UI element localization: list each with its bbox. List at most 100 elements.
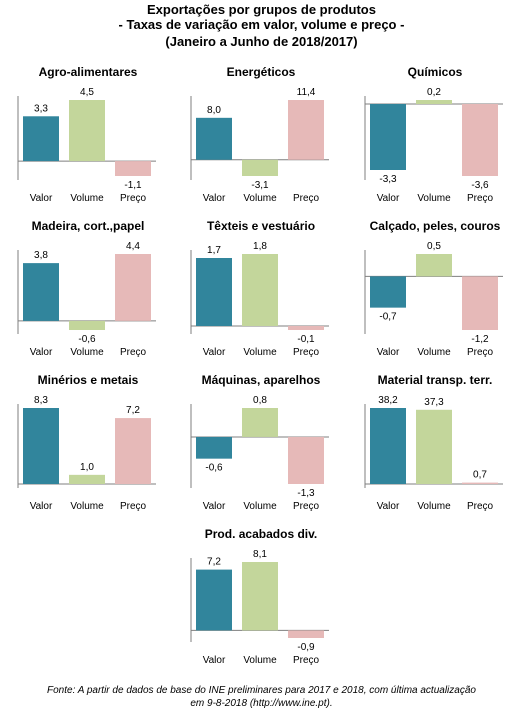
bar-preco <box>288 100 324 160</box>
panel-title: Material transp. terr. <box>378 373 493 387</box>
data-label-volume: -0,6 <box>78 334 96 345</box>
bar-volume <box>242 408 278 437</box>
data-label-valor: 1,7 <box>207 245 221 256</box>
panel-title: Energéticos <box>227 65 296 79</box>
category-label-volume: Volume <box>243 347 277 358</box>
data-label-valor: -0,7 <box>379 312 397 323</box>
category-label-preco: Preço <box>293 193 320 204</box>
data-label-volume: -3,1 <box>251 180 269 191</box>
category-label-valor: Valor <box>203 347 226 358</box>
panel-chart: Energéticos 8,0 Valor -3,1 Volume 11,4 Preço <box>190 65 329 204</box>
category-label-preco: Preço <box>467 501 494 512</box>
bar-volume <box>242 254 278 326</box>
data-label-volume: 0,5 <box>427 241 441 252</box>
panel-2: Energéticos 8,0 Valor -3,1 Volume 11,4 Preço <box>175 62 347 212</box>
panel-title: Têxteis e vestuário <box>207 219 315 233</box>
category-label-valor: Valor <box>377 193 400 204</box>
panel-title: Químicos <box>408 65 463 79</box>
bar-valor <box>196 258 232 326</box>
panel-chart: Madeira, cort.,papel 3,8 Valor -0,6 Volume 4,… <box>17 219 156 358</box>
data-label-preco: 7,2 <box>126 405 140 416</box>
data-label-volume: 37,3 <box>424 397 444 408</box>
category-label-valor: Valor <box>203 193 226 204</box>
data-label-valor: 8,0 <box>207 105 221 116</box>
bar-valor <box>370 276 406 308</box>
category-label-preco: Preço <box>120 501 147 512</box>
bar-volume <box>69 474 105 484</box>
bar-valor <box>196 436 232 459</box>
category-label-volume: Volume <box>243 655 277 666</box>
data-label-volume: 8,1 <box>253 549 267 560</box>
bar-volume <box>416 100 452 104</box>
panel-6: Calçado, peles, couros -0,7 Valor 0,5 Volume… <box>349 216 521 366</box>
data-label-volume: 1,0 <box>80 462 94 473</box>
panel-4: Madeira, cort.,papel 3,8 Valor -0,6 Volume 4,… <box>2 216 174 366</box>
data-label-volume: 0,2 <box>427 87 441 98</box>
panel-8: Máquinas, aparelhos -0,6 Valor 0,8 Volume -1,… <box>175 370 347 520</box>
chart-title: Exportações por grupos de produtos <box>147 2 376 17</box>
data-label-volume: 1,8 <box>253 241 267 252</box>
data-label-valor: -0,6 <box>205 463 223 474</box>
data-label-preco: -0,9 <box>297 642 315 653</box>
data-label-valor: 3,8 <box>34 250 48 261</box>
panel-chart: Químicos -3,3 Valor 0,2 Volume -3,6 Preço <box>364 65 503 204</box>
panel-chart: Calçado, peles, couros -0,7 Valor 0,5 Volume… <box>364 219 503 358</box>
chart-period: (Janeiro a Junho de 2018/2017) <box>165 34 358 49</box>
bar-preco <box>115 161 151 176</box>
data-label-preco: -0,1 <box>297 334 315 345</box>
bar-preco <box>115 254 151 321</box>
bar-valor <box>196 569 232 631</box>
data-label-valor: 8,3 <box>34 395 48 406</box>
panel-title: Calçado, peles, couros <box>370 219 501 233</box>
category-label-valor: Valor <box>30 193 53 204</box>
data-label-valor: 38,2 <box>378 395 398 406</box>
data-label-valor: 7,2 <box>207 557 221 568</box>
bar-volume <box>416 254 452 277</box>
panel-chart: Prod. acabados div. 7,2 Valor 8,1 Volume -0,9… <box>190 527 329 666</box>
panel-10: Prod. acabados div. 7,2 Valor 8,1 Volume -0,9… <box>175 524 347 674</box>
category-label-preco: Preço <box>467 193 494 204</box>
category-label-valor: Valor <box>203 501 226 512</box>
bar-valor <box>23 263 59 321</box>
data-label-preco: 4,4 <box>126 241 140 252</box>
bar-preco <box>462 276 498 330</box>
bar-valor <box>23 116 59 162</box>
panel-title: Agro-alimentares <box>39 65 138 79</box>
data-label-preco: -1,1 <box>124 180 142 191</box>
category-label-volume: Volume <box>70 193 104 204</box>
data-label-preco: -1,2 <box>471 334 489 345</box>
bar-valor <box>196 117 232 160</box>
bar-preco <box>462 482 498 484</box>
chart-subtitle: - Taxas de variação em valor, volume e p… <box>118 17 405 32</box>
category-label-volume: Volume <box>70 347 104 358</box>
source-note: Fonte: A partir de dados de base do INE … <box>10 684 513 710</box>
category-label-volume: Volume <box>417 193 451 204</box>
data-label-preco: -1,3 <box>297 488 315 499</box>
bar-valor <box>23 408 59 484</box>
bar-valor <box>370 104 406 170</box>
panel-chart: Material transp. terr. 38,2 Valor 37,3 Volum… <box>364 373 503 512</box>
category-label-preco: Preço <box>293 655 320 666</box>
bar-volume <box>242 562 278 631</box>
bar-preco <box>288 326 324 330</box>
bar-preco <box>288 436 324 484</box>
bar-volume <box>416 409 452 484</box>
data-label-preco: 11,4 <box>297 87 316 98</box>
category-label-volume: Volume <box>70 501 104 512</box>
panel-1: Agro-alimentares 3,3 Valor 4,5 Volume -1,1 Pre… <box>2 62 174 212</box>
data-label-valor: 3,3 <box>34 103 48 114</box>
category-label-valor: Valor <box>377 347 400 358</box>
category-label-volume: Volume <box>417 347 451 358</box>
data-label-valor: -3,3 <box>379 174 397 185</box>
data-label-preco: 0,7 <box>473 470 487 481</box>
panel-7: Minérios e metais 8,3 Valor 1,0 Volume 7,2 Pre… <box>2 370 174 520</box>
category-label-volume: Volume <box>243 501 277 512</box>
panel-title: Minérios e metais <box>38 373 139 387</box>
category-label-preco: Preço <box>467 347 494 358</box>
panel-3: Químicos -3,3 Valor 0,2 Volume -3,6 Preço <box>349 62 521 212</box>
data-label-volume: 0,8 <box>253 395 267 406</box>
bar-volume <box>69 100 105 162</box>
panel-9: Material transp. terr. 38,2 Valor 37,3 Volum… <box>349 370 521 520</box>
source-note-line-2: em 9-8-2018 (http://www.ine.pt). <box>190 698 333 709</box>
panel-chart: Agro-alimentares 3,3 Valor 4,5 Volume -1,1 Pre… <box>17 65 156 204</box>
